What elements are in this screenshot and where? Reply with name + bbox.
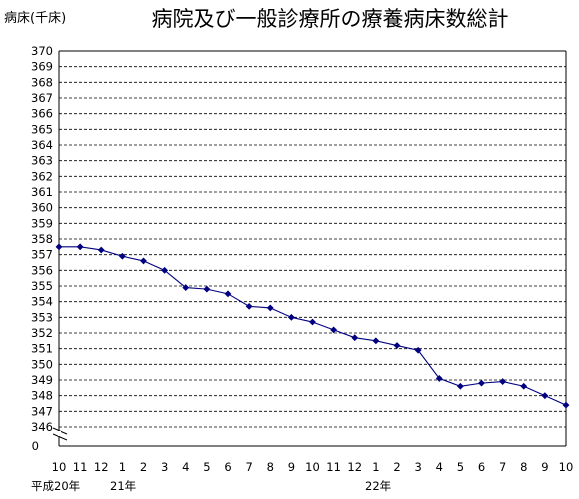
x-tick-label: 8 [267, 460, 274, 474]
x-tick-label: 4 [182, 460, 189, 474]
era-label: 22年 [365, 479, 391, 493]
data-point [140, 257, 147, 265]
x-tick-label: 9 [288, 460, 295, 474]
data-point [309, 318, 316, 326]
x-tick-label: 12 [94, 460, 109, 474]
data-point [499, 378, 507, 385]
y-tick-label: 363 [31, 154, 53, 168]
x-tick-label: 1 [119, 460, 126, 474]
data-point [118, 252, 126, 260]
y-tick-label: 354 [31, 295, 53, 309]
x-tick-label: 6 [478, 460, 485, 474]
data-point [203, 285, 211, 293]
y-tick-label: 368 [31, 75, 53, 89]
chart-title: 病院及び一般診療所の療養病床数総計 [152, 7, 509, 31]
data-point [351, 334, 359, 342]
x-tick-label: 5 [457, 460, 464, 474]
y-tick-label: 362 [31, 169, 53, 183]
data-point [562, 401, 570, 409]
x-tick-label: 3 [414, 460, 421, 474]
y-tick-label: 364 [31, 138, 53, 152]
y-tick-label: 353 [31, 310, 53, 324]
y-tick-label: 356 [31, 263, 53, 277]
data-point [97, 246, 105, 254]
data-point [224, 290, 232, 298]
data-point [372, 337, 380, 345]
data-point [393, 342, 401, 349]
era-label: 平成20年 [31, 479, 80, 493]
x-tick-label: 9 [541, 460, 548, 474]
y-tick-label: 350 [31, 357, 53, 371]
y-tick-label: 351 [31, 342, 53, 356]
x-tick-label: 12 [347, 460, 362, 474]
y-tick-label: 361 [31, 185, 53, 199]
data-point [287, 313, 295, 321]
data-point [330, 326, 338, 334]
data-point [478, 379, 485, 387]
y-tick-label: 355 [31, 279, 53, 293]
era-label: 21年 [110, 479, 136, 493]
x-tick-label: 8 [520, 460, 527, 474]
x-tick-label: 10 [52, 460, 67, 474]
axes [52, 50, 567, 447]
x-axis-ticks: 10 11 12 1 2 3 4 5 6 7 8 9 10 11 12 1 2 3 4 5 6 7 8 9 10 [52, 460, 574, 474]
x-tick-label: 7 [245, 460, 252, 474]
y-tick-label: 352 [31, 326, 53, 340]
y-tick-label: 366 [31, 107, 53, 121]
data-point [76, 243, 84, 251]
y-tick-label-zero: 0 [32, 439, 39, 453]
data-point [182, 284, 190, 291]
data-point [456, 382, 464, 390]
y-tick-label: 370 [31, 44, 53, 58]
x-tick-label: 11 [73, 460, 88, 474]
data-point [520, 382, 528, 390]
series-group [55, 243, 570, 409]
data-point [55, 243, 63, 251]
x-tick-label: 10 [559, 460, 574, 474]
era-labels: 平成20年 21年 22年 [31, 479, 391, 493]
data-point [161, 266, 169, 274]
x-tick-label: 6 [224, 460, 231, 474]
y-tick-label: 347 [31, 404, 53, 418]
y-tick-label: 365 [31, 122, 53, 136]
y-tick-label: 367 [31, 91, 53, 105]
x-tick-label: 4 [436, 460, 443, 474]
y-tick-label: 369 [31, 60, 53, 74]
x-tick-label: 3 [161, 460, 168, 474]
y-tick-label: 346 [31, 420, 53, 434]
y-tick-label: 358 [31, 232, 53, 246]
data-point [541, 392, 549, 400]
y-tick-label: 359 [31, 216, 53, 230]
x-tick-label: 1 [372, 460, 379, 474]
data-point [435, 375, 443, 382]
x-tick-label: 2 [393, 460, 400, 474]
y-axis-label: 病床(千床) [4, 11, 66, 26]
data-point [414, 346, 422, 354]
y-tick-label: 348 [31, 389, 53, 403]
data-point [245, 302, 253, 310]
gridlines [59, 50, 566, 428]
axis-break-gap [58, 431, 61, 436]
y-tick-label: 349 [31, 373, 53, 387]
x-tick-label: 11 [326, 460, 341, 474]
data-point [266, 304, 274, 312]
x-tick-label: 5 [203, 460, 210, 474]
x-tick-label: 2 [140, 460, 147, 474]
x-tick-label: 10 [305, 460, 320, 474]
y-tick-label: 357 [31, 248, 53, 262]
x-tick-label: 7 [499, 460, 506, 474]
y-tick-label: 360 [31, 201, 53, 215]
